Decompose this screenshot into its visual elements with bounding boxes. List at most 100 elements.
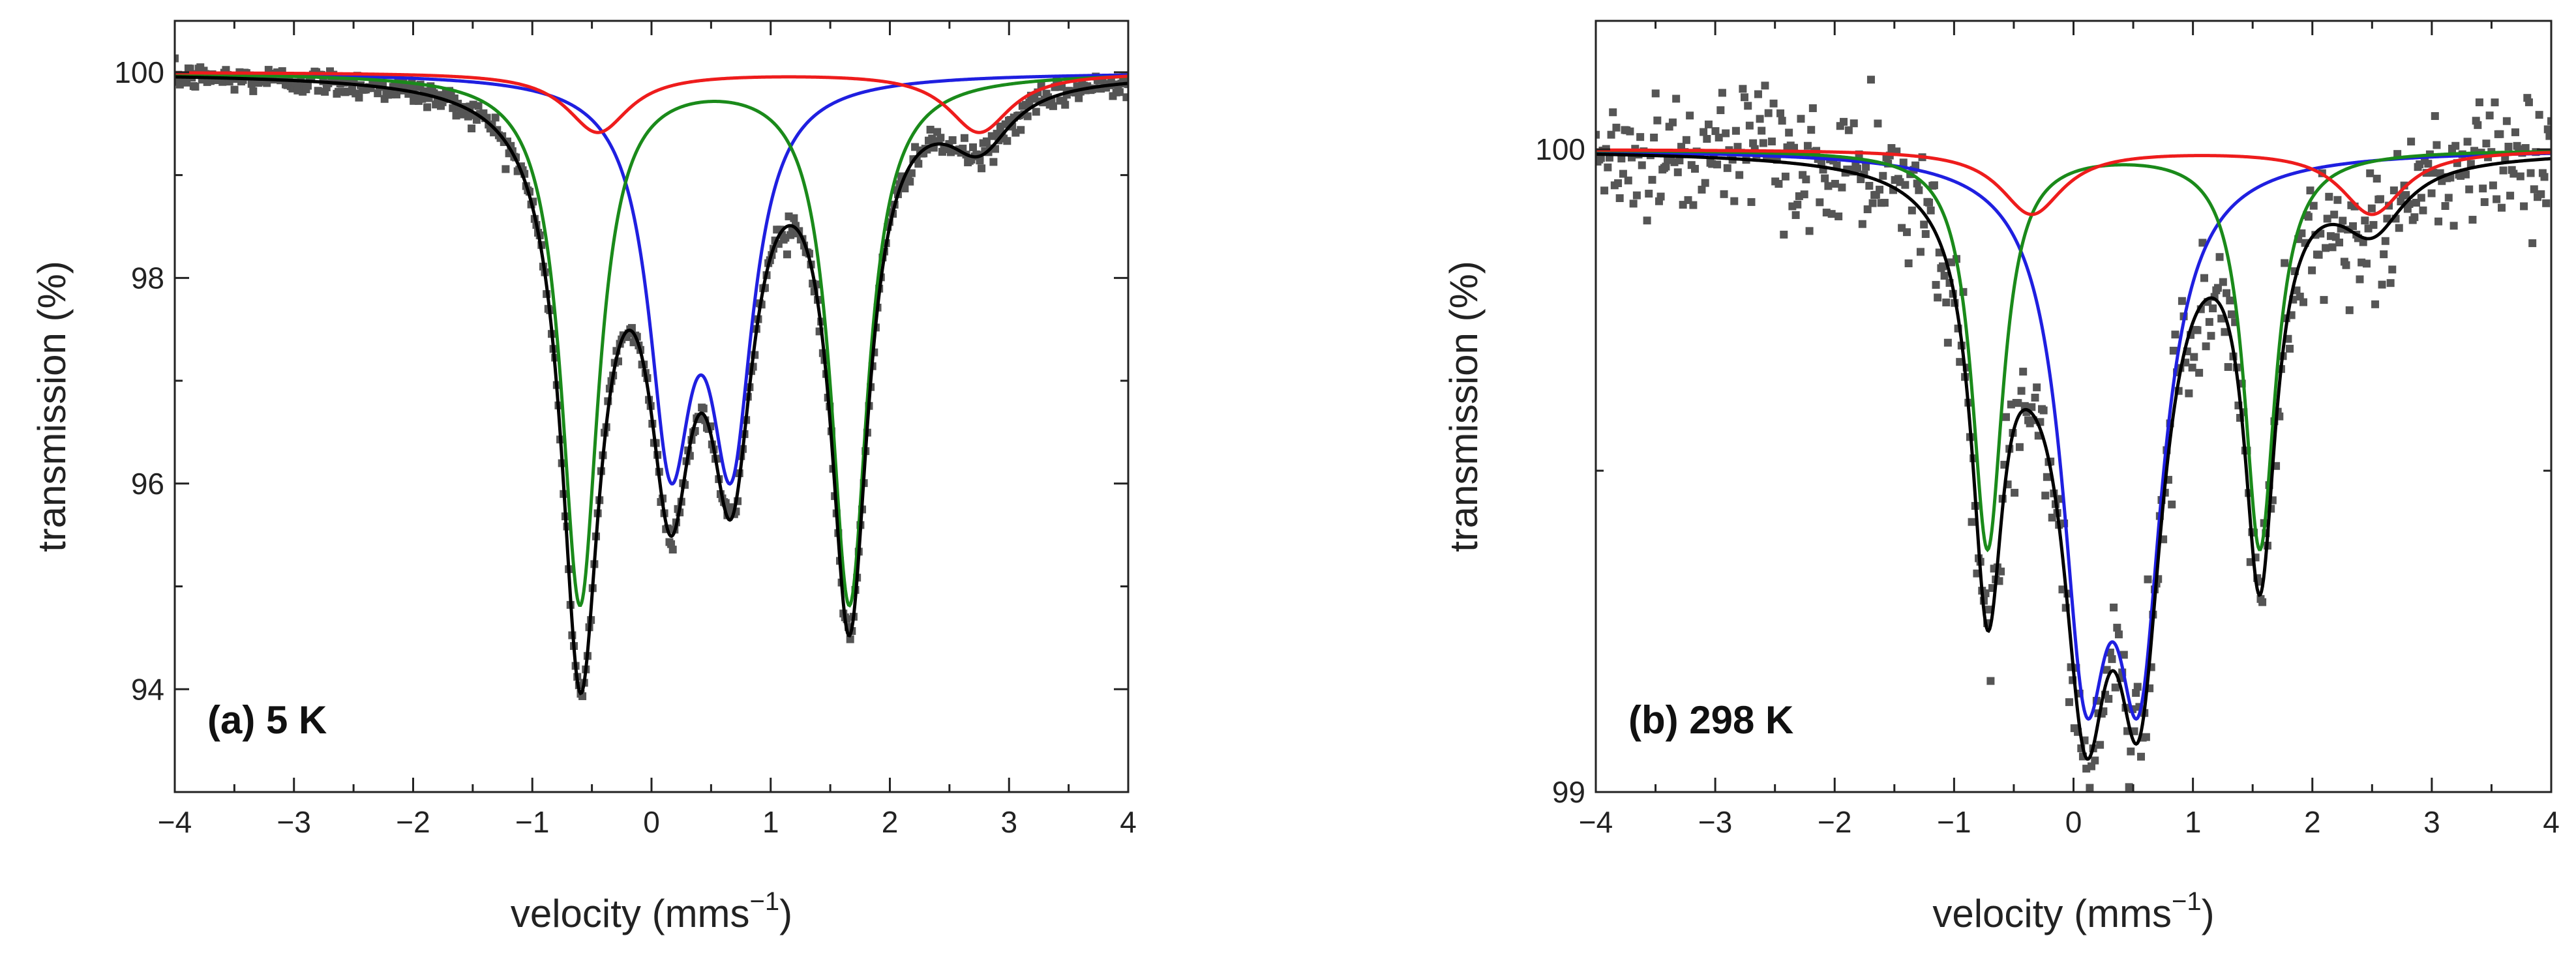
data-point bbox=[2444, 194, 2453, 202]
data-point bbox=[1968, 518, 1976, 526]
data-point bbox=[1672, 95, 1681, 103]
data-point bbox=[1723, 164, 1731, 172]
data-point bbox=[2215, 253, 2224, 261]
data-point bbox=[1733, 143, 1742, 151]
series-total-fit bbox=[175, 75, 1128, 696]
data-point bbox=[1615, 194, 1624, 202]
data-point bbox=[1866, 76, 1875, 84]
panel-annotation: (b) 298 K bbox=[1628, 698, 1793, 742]
data-point bbox=[1761, 81, 1769, 90]
data-point bbox=[2465, 185, 2474, 194]
data-point bbox=[2190, 353, 2198, 361]
data-point bbox=[2298, 229, 2306, 237]
data-point bbox=[2366, 169, 2374, 177]
data-point bbox=[2516, 172, 2524, 181]
data-point bbox=[1624, 176, 1632, 184]
data-point bbox=[2453, 159, 2461, 168]
data-point bbox=[2224, 362, 2232, 371]
data-point bbox=[2369, 221, 2378, 229]
series-total-fit bbox=[1596, 153, 2551, 761]
series-doublet-blue bbox=[175, 72, 1128, 486]
data-point bbox=[1023, 112, 1032, 121]
data-point bbox=[2308, 266, 2316, 274]
data-point bbox=[1807, 126, 1816, 134]
data-point bbox=[2219, 278, 2227, 286]
data-point bbox=[846, 635, 854, 643]
data-point bbox=[1619, 169, 1627, 178]
data-point bbox=[1741, 93, 1749, 102]
data-point bbox=[2433, 141, 2441, 149]
data-point bbox=[2132, 688, 2140, 697]
data-point bbox=[2362, 259, 2371, 268]
data-point bbox=[355, 93, 363, 102]
x-tick-label: 1 bbox=[2185, 805, 2202, 839]
data-point bbox=[1730, 197, 1739, 205]
data-point bbox=[295, 82, 303, 91]
data-point bbox=[2221, 328, 2229, 336]
data-point bbox=[1075, 94, 1083, 102]
data-point bbox=[2144, 575, 2152, 583]
data-point bbox=[2281, 259, 2289, 267]
x-tick-label: −2 bbox=[396, 805, 430, 839]
data-point bbox=[418, 95, 427, 103]
data-point bbox=[1648, 175, 1656, 184]
data-point bbox=[468, 125, 476, 133]
data-point bbox=[1698, 185, 1706, 194]
data-point bbox=[2542, 199, 2551, 207]
data-point bbox=[2322, 244, 2330, 252]
y-tick-label: 99 bbox=[1552, 775, 1585, 809]
data-point bbox=[1767, 138, 1776, 146]
data-point bbox=[914, 160, 923, 168]
data-point bbox=[2376, 195, 2384, 203]
data-point bbox=[1747, 198, 1756, 206]
data-point bbox=[926, 125, 935, 134]
data-point bbox=[790, 214, 798, 222]
data-point bbox=[1858, 220, 1866, 228]
data-point bbox=[2110, 603, 2118, 611]
data-point bbox=[491, 113, 500, 122]
data-point bbox=[1058, 83, 1066, 91]
data-point bbox=[2489, 181, 2497, 190]
data-point bbox=[2468, 216, 2477, 224]
data-point bbox=[292, 78, 300, 87]
data-point bbox=[1718, 89, 1726, 97]
data-point bbox=[1868, 199, 1877, 207]
data-point bbox=[464, 112, 472, 121]
data-point bbox=[1614, 179, 1623, 188]
data-point bbox=[1703, 135, 1711, 143]
data-point bbox=[1713, 160, 1722, 169]
data-point bbox=[2361, 216, 2369, 225]
data-point bbox=[2520, 202, 2528, 211]
plot-area bbox=[1596, 76, 2551, 804]
data-point bbox=[2491, 98, 2499, 107]
data-point bbox=[1930, 181, 1938, 190]
data-point bbox=[2383, 214, 2391, 223]
data-point bbox=[2482, 140, 2491, 148]
data-point bbox=[1708, 160, 1716, 168]
data-point bbox=[2410, 213, 2419, 222]
data-point bbox=[1759, 139, 1767, 147]
data-point bbox=[2084, 797, 2092, 804]
data-point bbox=[901, 184, 909, 193]
data-point bbox=[1797, 115, 1805, 123]
x-tick-label: 2 bbox=[882, 805, 899, 839]
data-point bbox=[2547, 117, 2551, 125]
series-doublet-red bbox=[1596, 148, 2551, 216]
data-point bbox=[2386, 279, 2395, 287]
data-point bbox=[474, 102, 483, 110]
data-point bbox=[2258, 598, 2267, 606]
data-point bbox=[2031, 393, 2039, 402]
data-point bbox=[2127, 747, 2135, 756]
data-point bbox=[1853, 164, 1861, 173]
x-tick-label: 0 bbox=[2065, 805, 2082, 839]
data-point bbox=[2509, 169, 2518, 178]
data-point bbox=[1596, 130, 1600, 139]
data-point bbox=[989, 158, 998, 166]
series-doublet-green bbox=[175, 72, 1128, 608]
data-point bbox=[1876, 185, 1884, 194]
data-point bbox=[960, 134, 968, 142]
data-point bbox=[191, 82, 200, 91]
data-point bbox=[1911, 161, 1920, 169]
